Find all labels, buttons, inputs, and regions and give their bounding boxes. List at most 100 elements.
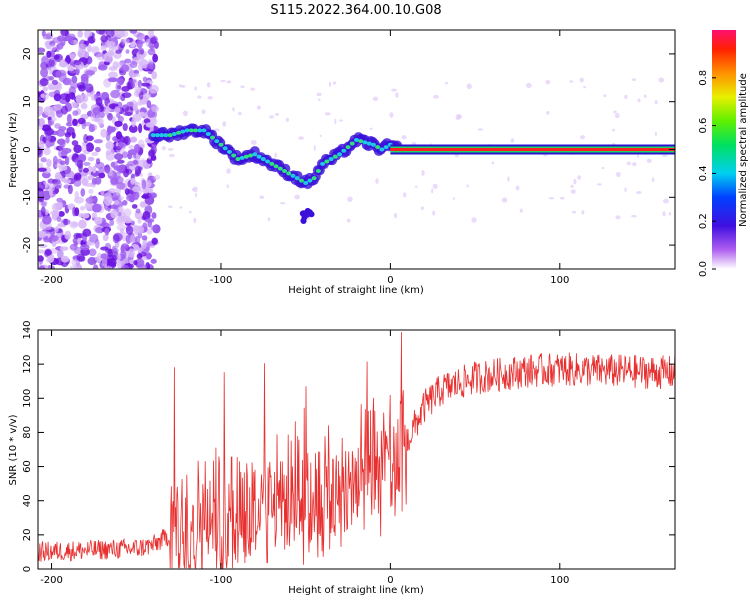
- spectrogram-blob: [87, 44, 92, 53]
- spectrogram-blob: [107, 77, 118, 83]
- x-tick-label: 0: [387, 575, 393, 586]
- y-tick-label: 100: [22, 389, 33, 408]
- spectrogram-blob: [128, 79, 137, 84]
- spectrogram-blob: [93, 139, 103, 144]
- spectrogram-blob: [63, 218, 68, 226]
- spectrogram-blob: [73, 174, 79, 181]
- spectrogram-ridge-core: [273, 164, 279, 169]
- spectrogram-blob: [129, 30, 138, 34]
- spectrogram-speckle: [138, 181, 141, 187]
- spectrogram-blob: [78, 43, 88, 50]
- spectrogram-blob: [58, 202, 64, 208]
- spectrogram-blob: [81, 143, 87, 153]
- spectrogram-blob: [69, 221, 79, 229]
- spectrogram-speckle: [179, 84, 182, 87]
- spectrogram-blob: [92, 165, 97, 174]
- spectrogram-blob: [118, 78, 124, 86]
- spectrogram-speckle: [179, 206, 183, 209]
- spectrogram-blob: [87, 156, 95, 162]
- spectrogram-blob: [90, 111, 96, 122]
- spectrogram-blob: [151, 71, 158, 80]
- spectrogram-speckle: [560, 196, 565, 200]
- spectrogram-blob: [46, 50, 52, 58]
- spectrogram-ridge-core: [222, 146, 228, 151]
- spectrogram-speckle: [226, 80, 232, 84]
- spectrogram-blob: [137, 247, 143, 253]
- spectrogram-blob: [100, 91, 109, 101]
- spectrogram-blob: [53, 103, 63, 111]
- spectrogram-blob: [123, 111, 133, 117]
- spectrogram-blobs: [38, 30, 675, 269]
- y-tick-label: 80: [22, 426, 33, 439]
- spectrogram-blob: [40, 206, 46, 216]
- spectrogram-blob: [82, 228, 92, 237]
- spectrogram-blob: [40, 56, 49, 65]
- spectrogram-blob: [91, 177, 97, 185]
- spectrogram-ridge-core: [154, 133, 160, 138]
- spectrogram-blob: [150, 37, 157, 45]
- spectrogram-blob: [38, 106, 44, 116]
- x-tick-label: 0: [387, 275, 393, 286]
- spectrogram-blob: [38, 255, 44, 262]
- spectrogram-ridge-core: [320, 161, 326, 166]
- spectrogram-blob: [49, 234, 59, 242]
- spectrogram-ridge-core: [345, 145, 351, 150]
- spectrogram-blob: [112, 233, 120, 244]
- spectrogram-speckle: [240, 85, 245, 89]
- spectrogram-ridge-core: [349, 141, 355, 146]
- spectrogram-blob: [47, 83, 53, 91]
- spectrogram-speckle: [654, 100, 658, 105]
- spectrogram-speckle: [137, 99, 141, 105]
- spectrogram-blob: [64, 156, 70, 166]
- carrier-band-core: [390, 148, 675, 151]
- spectrogram-speckle: [601, 166, 605, 170]
- spectrogram-blob: [103, 195, 113, 206]
- spectrogram-blob: [42, 92, 49, 100]
- spectrogram-blob: [134, 258, 145, 268]
- spectrogram-ridge-core: [286, 171, 292, 176]
- spectrogram-blob: [73, 144, 82, 154]
- spectrogram-ridge-core: [214, 139, 220, 144]
- spectrogram-speckle: [519, 208, 523, 213]
- spectrogram-ridge-core: [311, 176, 317, 181]
- spectrogram-blob: [138, 123, 143, 134]
- spectrogram-blob: [80, 175, 90, 184]
- spectrogram-blob: [58, 148, 63, 158]
- spectrogram-speckle: [466, 83, 472, 90]
- spectrogram-blob: [83, 161, 91, 166]
- spectrogram-blob: [146, 228, 153, 235]
- spectrogram-speckle: [294, 194, 300, 200]
- spectrogram-blob: [123, 218, 133, 224]
- x-tick-label: -100: [210, 275, 233, 286]
- spectrogram-blob: [78, 219, 87, 229]
- spectrogram-speckle: [226, 184, 229, 189]
- spectrogram-blob: [104, 108, 109, 116]
- spectrogram-blob: [106, 257, 117, 267]
- spectrogram-blob: [123, 208, 132, 217]
- spectrogram-y-label: Frequency (Hz): [8, 112, 19, 188]
- spectrogram-blob: [141, 179, 147, 190]
- spectrogram-blob: [86, 241, 96, 246]
- spectrogram-blob: [49, 111, 56, 118]
- spectrogram-blob: [135, 225, 145, 234]
- spectrogram-blob: [106, 125, 113, 135]
- spectrogram-blob: [66, 113, 72, 124]
- x-tick-label: -200: [40, 275, 63, 286]
- spectrogram-blob: [148, 192, 158, 199]
- spectrogram-speckle: [570, 189, 576, 194]
- spectrogram-blob: [94, 238, 100, 249]
- spectrogram-blob: [150, 258, 157, 264]
- spectrogram-ridge-core: [180, 129, 186, 134]
- spectrogram-blob: [129, 60, 138, 69]
- spectrogram-ridge-core: [235, 157, 241, 162]
- spectrogram-blob: [100, 190, 105, 196]
- spectrogram-blob: [105, 151, 115, 161]
- spectrogram-speckle: [432, 183, 438, 189]
- spectrogram-blob: [64, 170, 75, 178]
- spectrogram-speckle: [250, 139, 257, 146]
- spectrogram-blob: [57, 35, 65, 42]
- spectrogram-blob: [66, 126, 75, 136]
- spectrogram-blob: [75, 94, 84, 104]
- spectrogram-ridge-core: [209, 135, 215, 140]
- spectrogram-blob: [133, 260, 138, 266]
